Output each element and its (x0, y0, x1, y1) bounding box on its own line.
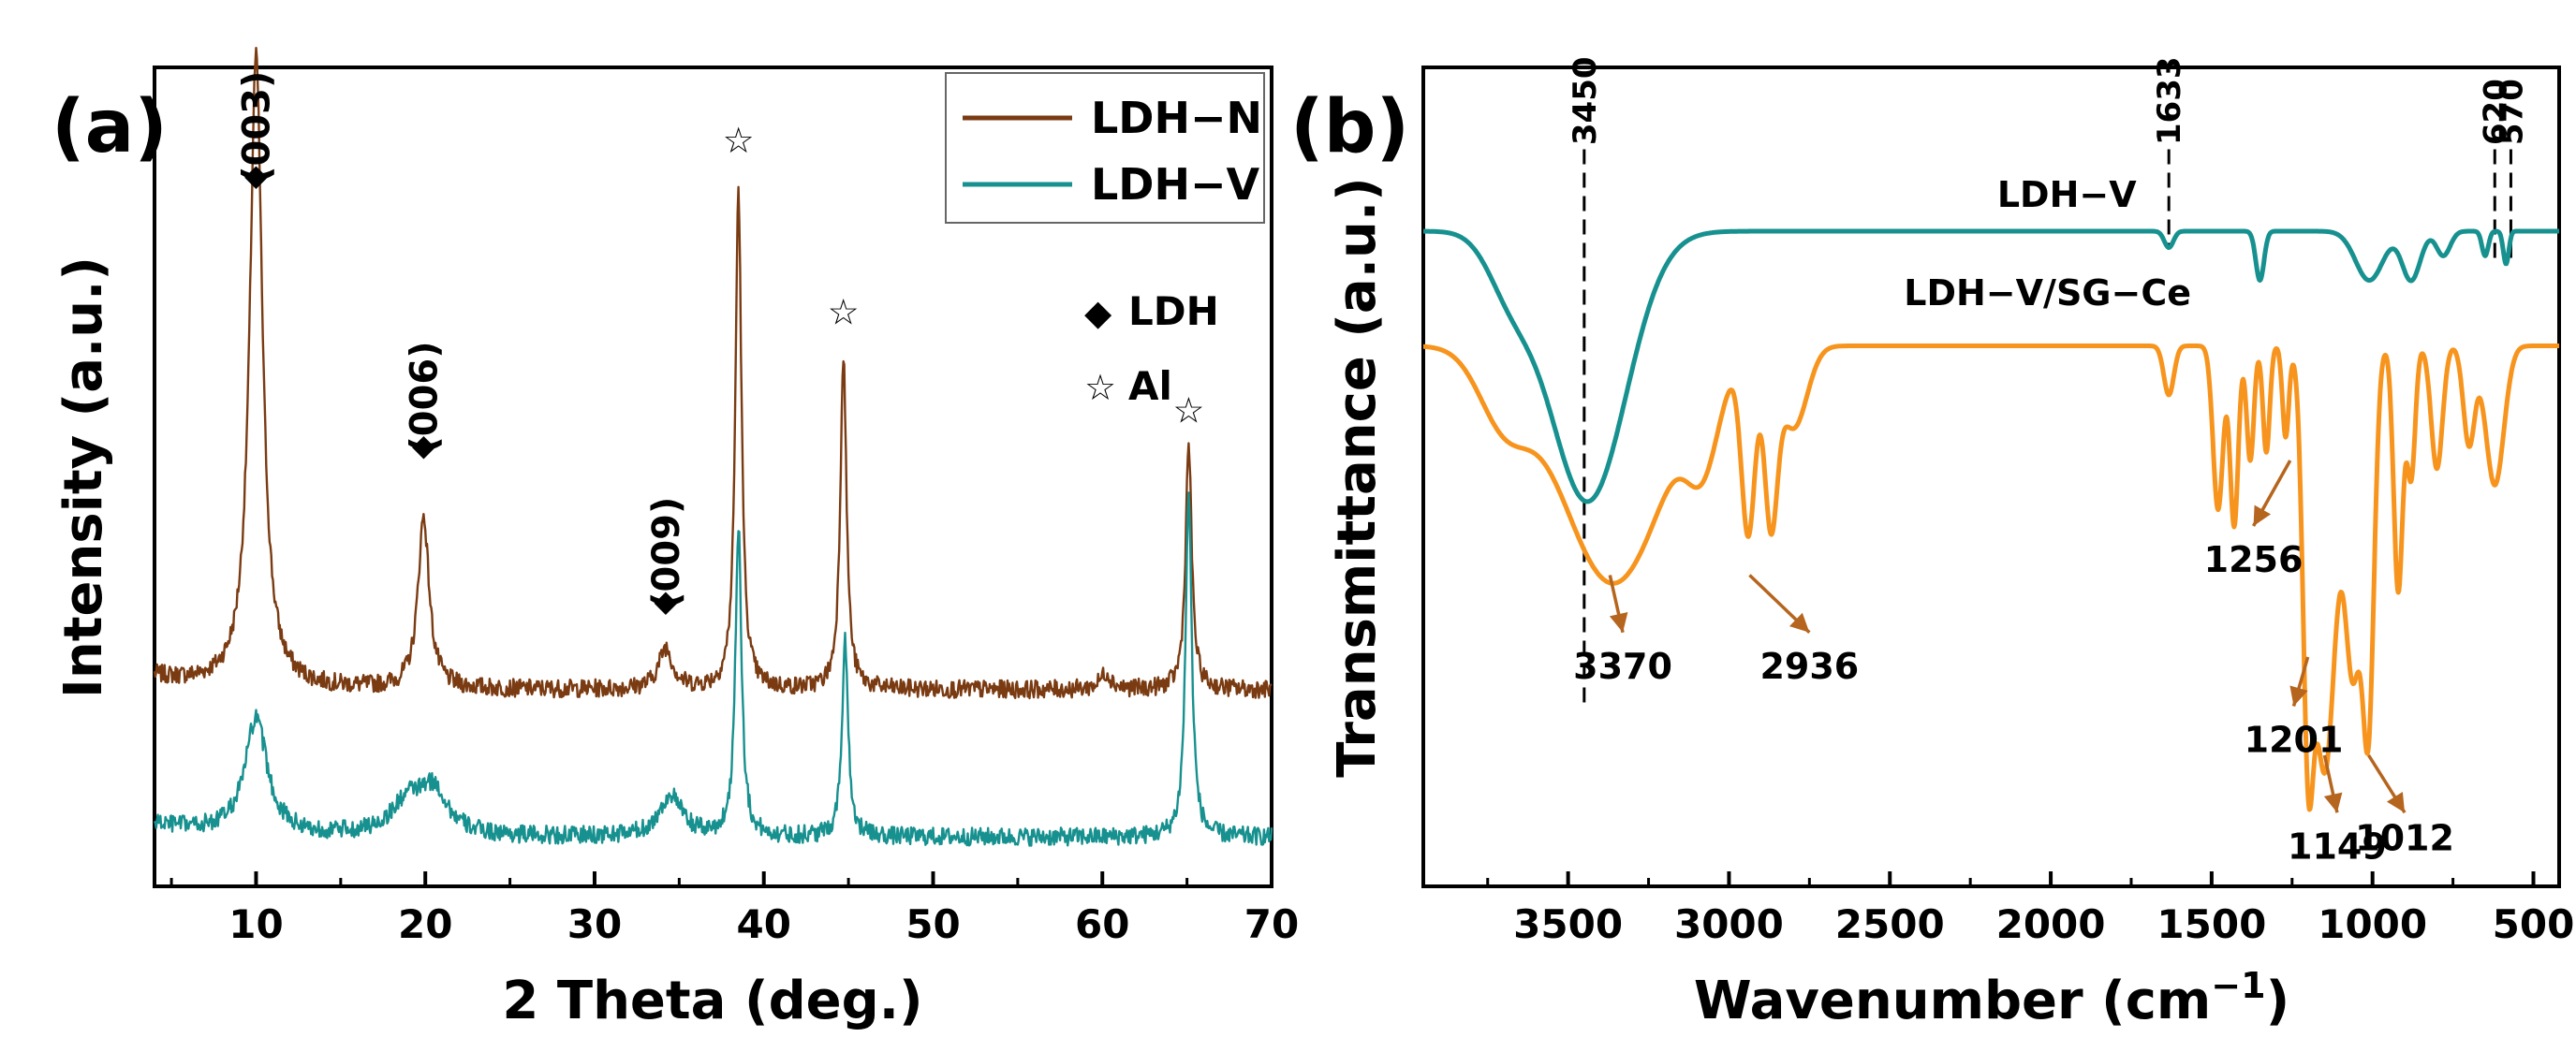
panel-a-legend: LDH−N LDH−V (945, 72, 1265, 224)
legend-label-ldh-v: LDH−V (1091, 159, 1260, 210)
x-tick-label: 500 (2493, 901, 2575, 947)
x-tick-label: 1000 (2318, 901, 2427, 947)
series-line-ldh-v (1421, 228, 2561, 504)
panel-a-peak-annotations: ◆(003)◆(006)◆(009)☆☆☆ (235, 71, 1204, 619)
x-tick-label: 3000 (1674, 901, 1784, 947)
wavenumber-marker-label: 570 (2493, 79, 2530, 145)
peak-value-label: 2936 (1759, 646, 1859, 687)
x-tick-label: 2500 (1835, 901, 1945, 947)
panel-a-x-axis-ticks: 10 20 30 40 50 60 70 (169, 871, 1299, 947)
peak-arrow-head (1609, 612, 1628, 633)
wavenumber-marker-label: 3450 (1567, 56, 1604, 145)
series-line-ldh-n (153, 47, 1273, 700)
peak-value-label: 1201 (2245, 720, 2344, 761)
marker-legend-label-al: Al (1128, 363, 1172, 409)
series-label-ldh-v: LDH−V (1997, 174, 2137, 215)
x-tick-label: 20 (398, 901, 452, 947)
panel-b-y-axis-title: Transmittance (a.u.) (1327, 177, 1388, 777)
peak-arrow-head (2323, 792, 2343, 813)
panel-a-marker-legend: ◆ LDH ☆ Al (1084, 288, 1219, 409)
panel-a-y-axis-title: Intensity (a.u.) (53, 256, 114, 698)
peak-index-label: (003) (235, 71, 278, 183)
peak-value-label: 1149 (2288, 826, 2387, 867)
peak-index-label: (009) (645, 497, 688, 609)
panel-b-ftir: (b) 3500 3000 2500 2000 1500 1000 500 3450 1633… (1290, 56, 2574, 1031)
panel-b-series (1421, 228, 2561, 812)
panel-a-series (153, 47, 1273, 847)
al-star-icon: ☆ (1084, 367, 1116, 408)
peak-arrow-head (2253, 504, 2272, 526)
panel-a-plot-frame (153, 66, 1273, 888)
x-tick-label: 10 (228, 901, 283, 947)
peak-value-label: 3370 (1573, 646, 1672, 687)
wavenumber-marker-label: 620 (2477, 79, 2514, 145)
peak-value-label: 1012 (2355, 818, 2454, 859)
x-tick-label: 40 (737, 901, 791, 947)
al-star-icon: ☆ (723, 120, 755, 161)
panel-b-plot-frame (1421, 66, 2561, 888)
x-tick-label: 70 (1244, 901, 1299, 947)
series-line-ldh-v-sg-ce (1421, 343, 2561, 812)
ldh-diamond-icon: ◆ (244, 157, 268, 193)
peak-arrow-head (2289, 685, 2308, 707)
peak-arrow-head (2386, 791, 2406, 813)
panel-b-label: (b) (1290, 85, 1409, 169)
x-tick-label: 1500 (2156, 901, 2266, 947)
ldh-diamond-icon: ◆ (1084, 292, 1112, 333)
peak-arrow-head (1788, 612, 1810, 633)
panel-b-series-labels: LDH−V LDH−V/SG−Ce (1904, 174, 2191, 314)
al-star-icon: ☆ (828, 292, 860, 333)
x-tick-label: 2000 (1996, 901, 2106, 947)
x-tick-label: 50 (905, 901, 960, 947)
peak-index-label: (006) (403, 341, 446, 453)
peak-value-label: 1256 (2204, 539, 2304, 580)
legend-label-ldh-n: LDH−N (1091, 93, 1262, 143)
panel-a-xrd: (a) 10 20 30 40 50 60 70 ◆(003)◆(006)◆(009)☆☆☆… (52, 47, 1299, 1031)
panel-a-x-axis-title: 2 Theta (deg.) (502, 971, 922, 1031)
series-label-ldh-v-sg-ce: LDH−V/SG−Ce (1904, 272, 2191, 314)
legend-box (945, 72, 1265, 224)
x-tick-label: 60 (1075, 901, 1129, 947)
marker-legend-label-ldh: LDH (1128, 288, 1219, 334)
al-star-icon: ☆ (1172, 390, 1204, 431)
series-line-ldh-v (153, 491, 1273, 847)
panel-b-x-axis-title: Wavenumber (cm−1) (1694, 965, 2289, 1031)
wavenumber-marker-label: 1633 (2151, 56, 2188, 145)
ldh-diamond-icon: ◆ (655, 583, 678, 619)
panel-b-x-axis-ticks: 3500 3000 2500 2000 1500 1000 500 (1486, 871, 2575, 947)
ldh-diamond-icon: ◆ (412, 428, 435, 463)
panel-a-label: (a) (52, 85, 168, 169)
x-tick-label: 30 (567, 901, 622, 947)
x-tick-label: 3500 (1513, 901, 1623, 947)
